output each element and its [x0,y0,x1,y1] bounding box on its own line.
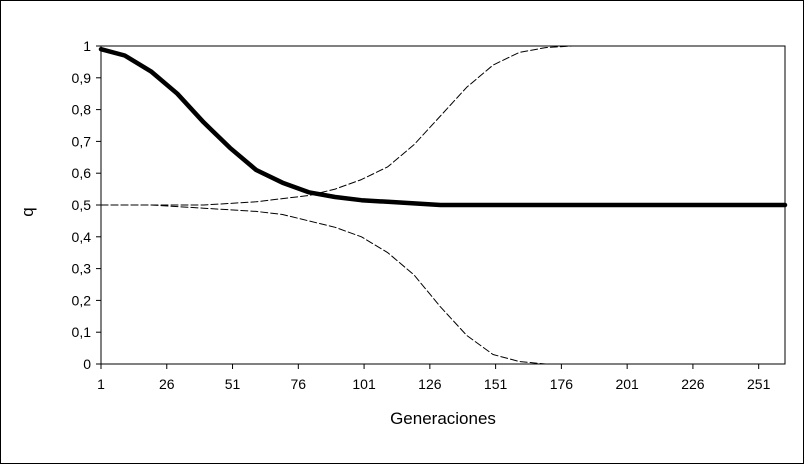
y-tick-label: 1 [83,38,91,54]
series-line-1 [98,46,788,208]
x-tick-label: 126 [418,376,442,392]
y-tick-label: 0,2 [72,292,92,308]
x-tick-label: 101 [352,376,376,392]
x-tick-label: 251 [747,376,771,392]
y-tick-label: 0 [83,356,91,372]
y-tick-label: 0,9 [72,70,92,86]
x-tick-label: 226 [681,376,705,392]
x-axis: 1 26 51 76 101 126 151 176 201 226 251 [97,364,771,392]
y-axis: 0 0,1 0,2 0,3 0,4 0,5 0,6 0,7 0,8 0,9 1 [72,38,101,372]
y-tick-label: 0,3 [72,261,92,277]
x-tick-label: 151 [484,376,508,392]
x-tick-label: 1 [97,376,105,392]
y-tick-label: 0,7 [72,133,92,149]
series-line-2 [100,45,786,206]
x-tick-label: 201 [615,376,639,392]
y-tick-label: 0,5 [72,197,92,213]
series-line-3 [100,204,547,365]
x-tick-label: 76 [291,376,307,392]
x-axis-title: Generaciones [390,409,496,428]
x-tick-label: 26 [159,376,175,392]
x-tick-label: 51 [225,376,241,392]
y-tick-label: 0,1 [72,324,92,340]
x-tick-label: 176 [550,376,574,392]
series-layer [98,45,788,365]
y-tick-label: 0,6 [72,165,92,181]
y-tick-label: 0,8 [72,102,92,118]
y-axis-title: q [18,207,37,216]
y-tick-label: 0,4 [72,229,92,245]
